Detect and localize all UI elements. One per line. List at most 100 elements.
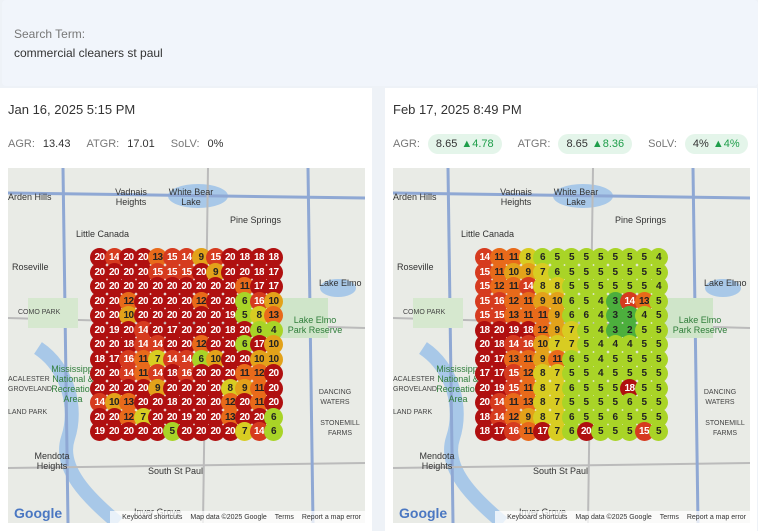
rank-marker[interactable]: 20 [162, 378, 182, 398]
rank-marker[interactable]: 5 [634, 335, 654, 354]
rank-marker[interactable]: 20 [148, 277, 167, 296]
rank-marker[interactable]: 9 [206, 262, 225, 282]
rank-marker[interactable]: 20 [177, 306, 196, 325]
rank-marker[interactable]: 20 [177, 378, 196, 398]
rank-marker[interactable]: 5 [649, 393, 668, 412]
rank-marker[interactable]: 4 [605, 335, 625, 354]
rank-marker[interactable]: 16 [518, 335, 538, 354]
rank-marker[interactable]: 20 [148, 306, 167, 325]
rank-marker[interactable]: 12 [504, 407, 523, 427]
rank-marker[interactable]: 14 [620, 291, 639, 311]
rank-marker[interactable]: 18 [620, 378, 639, 398]
rank-marker[interactable]: 20 [133, 393, 153, 412]
rank-marker[interactable]: 20 [104, 407, 124, 427]
rank-marker[interactable]: 20 [90, 364, 109, 383]
rank-marker[interactable]: 20 [162, 277, 182, 296]
rank-marker[interactable]: 13 [264, 306, 283, 325]
rank-marker[interactable]: 3 [620, 306, 639, 325]
rank-marker[interactable]: 5 [591, 407, 610, 427]
rank-marker[interactable]: 20 [90, 407, 109, 427]
rank-marker[interactable]: 5 [649, 335, 668, 354]
rank-marker[interactable]: 20 [133, 306, 153, 325]
rank-marker[interactable]: 20 [162, 306, 182, 325]
rank-marker[interactable]: 5 [562, 277, 581, 296]
rank-marker[interactable]: 9 [518, 262, 538, 282]
rank-marker[interactable]: 9 [191, 248, 211, 267]
map-view[interactable]: Arden Hills Vadnais Heights White Bear L… [393, 168, 750, 523]
rank-marker[interactable]: 20 [90, 291, 109, 311]
rank-marker[interactable]: 3 [605, 291, 625, 311]
rank-marker[interactable]: 11 [518, 349, 538, 369]
rank-marker[interactable]: 20 [104, 277, 124, 296]
terms-link[interactable]: Terms [659, 513, 679, 521]
rank-marker[interactable]: 6 [547, 262, 567, 282]
rank-marker[interactable]: 10 [504, 262, 523, 282]
rank-marker[interactable]: 20 [206, 422, 225, 441]
rank-marker[interactable]: 15 [475, 306, 494, 325]
rank-marker[interactable]: 20 [206, 306, 225, 325]
rank-marker[interactable]: 20 [235, 349, 254, 369]
rank-marker[interactable]: 17 [489, 364, 509, 383]
rank-marker[interactable]: 20 [206, 393, 225, 412]
rank-marker[interactable]: 14 [90, 393, 109, 412]
rank-marker[interactable]: 5 [605, 262, 625, 282]
rank-marker[interactable]: 11 [235, 364, 254, 383]
rank-marker[interactable]: 10 [264, 291, 283, 311]
rank-marker[interactable]: 9 [547, 320, 567, 340]
rank-marker[interactable]: 14 [489, 393, 509, 412]
rank-marker[interactable]: 5 [620, 364, 639, 383]
rank-marker[interactable]: 20 [148, 320, 167, 340]
rank-marker[interactable]: 7 [148, 349, 167, 369]
rank-marker[interactable]: 9 [533, 349, 552, 369]
rank-marker[interactable]: 15 [489, 306, 509, 325]
rank-marker[interactable]: 11 [504, 277, 523, 296]
rank-marker[interactable]: 5 [576, 378, 596, 398]
rank-marker[interactable]: 9 [518, 407, 538, 427]
rank-marker[interactable]: 4 [620, 335, 639, 354]
rank-marker[interactable]: 4 [591, 306, 610, 325]
rank-marker[interactable]: 20 [119, 277, 138, 296]
rank-marker[interactable]: 15 [475, 262, 494, 282]
rank-marker[interactable]: 20 [177, 291, 196, 311]
rank-marker[interactable]: 4 [591, 349, 610, 369]
rank-marker[interactable]: 20 [235, 393, 254, 412]
rank-marker[interactable]: 10 [533, 335, 552, 354]
rank-marker[interactable]: 20 [177, 422, 196, 441]
rank-marker[interactable]: 5 [591, 422, 610, 441]
rank-marker[interactable]: 17 [475, 364, 494, 383]
rank-marker[interactable]: 13 [220, 407, 240, 427]
rank-marker[interactable]: 5 [576, 291, 596, 311]
rank-marker[interactable]: 6 [562, 349, 581, 369]
rank-marker[interactable]: 5 [634, 349, 654, 369]
rank-marker[interactable]: 20 [177, 320, 196, 340]
rank-marker[interactable]: 9 [533, 291, 552, 311]
rank-marker[interactable]: 11 [518, 291, 538, 311]
rank-marker[interactable]: 17 [104, 349, 124, 369]
rank-marker[interactable]: 20 [489, 320, 509, 340]
rank-marker[interactable]: 20 [104, 422, 124, 441]
rank-marker[interactable]: 16 [177, 364, 196, 383]
rank-marker[interactable]: 20 [90, 306, 109, 325]
rank-marker[interactable]: 6 [191, 349, 211, 369]
rank-marker[interactable]: 20 [191, 320, 211, 340]
rank-marker[interactable]: 14 [177, 248, 196, 267]
rank-marker[interactable]: 20 [206, 407, 225, 427]
rank-marker[interactable]: 5 [605, 364, 625, 383]
rank-marker[interactable]: 20 [206, 364, 225, 383]
rank-marker[interactable]: 11 [504, 393, 523, 412]
rank-marker[interactable]: 20 [104, 378, 124, 398]
rank-marker[interactable]: 12 [191, 291, 211, 311]
rank-marker[interactable]: 6 [533, 248, 552, 267]
keyboard-shortcuts-link[interactable]: Keyboard shortcuts [122, 513, 183, 521]
rank-marker[interactable]: 20 [104, 262, 124, 282]
rank-marker[interactable]: 5 [576, 277, 596, 296]
rank-marker[interactable]: 19 [104, 320, 124, 340]
rank-marker[interactable]: 20 [104, 335, 124, 354]
rank-marker[interactable]: 20 [220, 349, 240, 369]
rank-marker[interactable]: 12 [518, 364, 538, 383]
rank-marker[interactable]: 5 [576, 349, 596, 369]
rank-marker[interactable]: 15 [162, 248, 182, 267]
rank-marker[interactable]: 6 [264, 407, 283, 427]
rank-marker[interactable]: 20 [191, 262, 211, 282]
rank-marker[interactable]: 14 [249, 422, 269, 441]
